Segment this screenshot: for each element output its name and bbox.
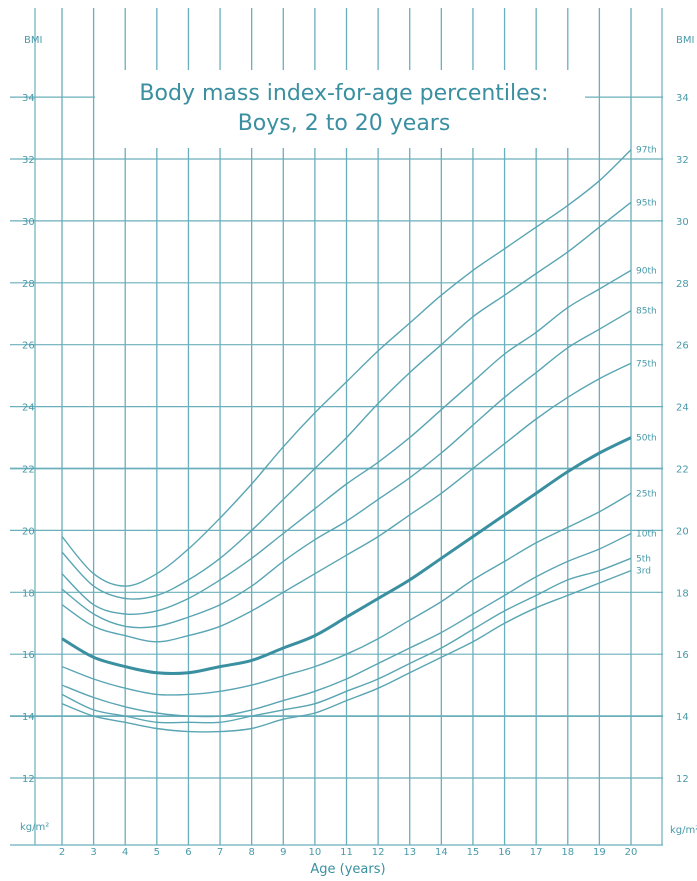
- x-axis-title: Age (years): [310, 862, 385, 877]
- label-25th: 25th: [636, 489, 657, 499]
- y-tick-right-32: 32: [676, 155, 689, 166]
- x-tick-7: 7: [217, 847, 223, 858]
- x-tick-12: 12: [372, 847, 385, 858]
- curve-85th: [61, 310, 632, 629]
- title-box: [95, 70, 585, 148]
- x-tick-9: 9: [280, 847, 286, 858]
- y-tick-right-26: 26: [676, 341, 689, 352]
- label-75th: 75th: [636, 359, 657, 369]
- y-tick-left-34: 34: [22, 93, 35, 104]
- label-50th: 50th: [636, 434, 657, 444]
- label-90th: 90th: [636, 266, 657, 276]
- y-tick-right-12: 12: [676, 774, 689, 785]
- curve-50th: [61, 436, 632, 676]
- x-tick-15: 15: [467, 847, 480, 858]
- curve-5th: [61, 557, 632, 724]
- y-label-bottom-right: kg/m²: [670, 825, 697, 836]
- y-tick-right-30: 30: [676, 217, 689, 228]
- curve-10th: [61, 532, 632, 718]
- x-tick-4: 4: [122, 847, 128, 858]
- y-tick-left-24: 24: [22, 403, 35, 414]
- label-97th: 97th: [636, 146, 657, 156]
- y-tick-right-18: 18: [676, 588, 689, 599]
- y-tick-left-16: 16: [22, 650, 35, 661]
- x-tick-11: 11: [340, 847, 353, 858]
- x-tick-2: 2: [59, 847, 65, 858]
- percentile-curves: [61, 149, 632, 733]
- y-tick-left-20: 20: [22, 526, 35, 537]
- y-tick-right-28: 28: [676, 279, 689, 290]
- y-label-top-right: BMI: [676, 35, 694, 46]
- y-tick-left-32: 32: [22, 155, 35, 166]
- y-tick-right-14: 14: [676, 712, 689, 723]
- x-tick-17: 17: [530, 847, 543, 858]
- y-tick-right-34: 34: [676, 93, 689, 104]
- y-tick-left-28: 28: [22, 279, 35, 290]
- y-tick-right-22: 22: [676, 465, 689, 476]
- x-tick-5: 5: [154, 847, 160, 858]
- curve-97th: [61, 149, 632, 587]
- curve-75th: [61, 362, 632, 643]
- percentile-labels: 97th 95th 90th 85th 75th 50th 25th 10th 5th 3rd: [636, 146, 657, 577]
- label-5th: 5th: [636, 554, 651, 564]
- y-tick-right-24: 24: [676, 403, 689, 414]
- x-tick-18: 18: [561, 847, 574, 858]
- y-tick-left-18: 18: [22, 588, 35, 599]
- x-tick-16: 16: [498, 847, 511, 858]
- y-tick-left-12: 12: [22, 774, 35, 785]
- y-tick-right-16: 16: [676, 650, 689, 661]
- y-label-bottom-left: kg/m²: [20, 822, 49, 833]
- label-10th: 10th: [636, 529, 657, 539]
- x-tick-10: 10: [309, 847, 322, 858]
- y-label-top-left: BMI: [24, 35, 42, 46]
- chart-title: Body mass index-for-age percentiles:: [139, 81, 548, 106]
- label-85th: 85th: [636, 307, 657, 317]
- y-tick-left-14: 14: [22, 712, 35, 723]
- x-tick-19: 19: [593, 847, 606, 858]
- x-tick-3: 3: [90, 847, 96, 858]
- chart-subtitle: Boys, 2 to 20 years: [238, 111, 451, 136]
- y-tick-right-20: 20: [676, 526, 689, 537]
- x-tick-14: 14: [435, 847, 448, 858]
- x-tick-8: 8: [248, 847, 254, 858]
- y-tick-left-30: 30: [22, 217, 35, 228]
- curve-3rd: [61, 569, 632, 733]
- y-tick-left-22: 22: [22, 465, 35, 476]
- x-tick-6: 6: [185, 847, 191, 858]
- label-95th: 95th: [636, 198, 657, 208]
- curve-95th: [61, 201, 632, 600]
- curve-25th: [61, 492, 632, 696]
- x-tick-20: 20: [625, 847, 638, 858]
- x-tick-13: 13: [403, 847, 416, 858]
- label-3rd: 3rd: [636, 567, 651, 577]
- curve-90th: [61, 269, 632, 615]
- y-tick-left-26: 26: [22, 341, 35, 352]
